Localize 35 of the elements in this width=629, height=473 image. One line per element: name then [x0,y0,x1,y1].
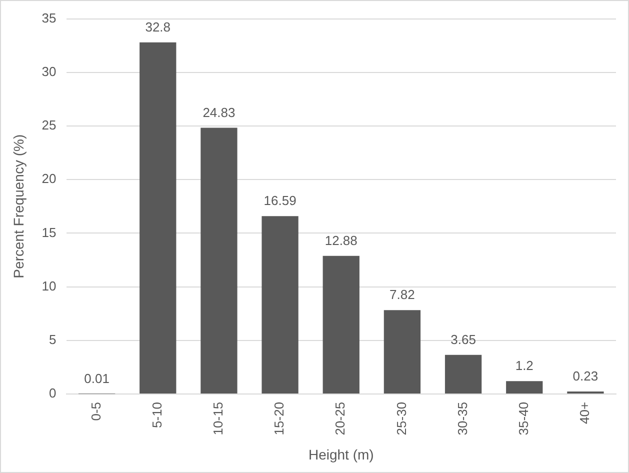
data-label: 32.8 [145,19,171,34]
data-label: 16.59 [264,193,296,208]
y-tick-label: 35 [42,10,56,26]
bar [384,310,421,394]
bar [140,42,176,394]
y-tick-label: 25 [42,118,56,133]
x-tick-label: 15-20 [272,402,287,436]
y-tick-label: 10 [42,278,56,294]
bar [262,216,298,394]
x-tick-label: 10-15 [210,402,226,436]
x-tick-label: 35-40 [516,402,531,436]
data-label: 24.83 [202,104,236,120]
data-label: 12.88 [324,232,358,248]
x-tick-label: 30-35 [454,402,470,436]
x-tick-label: 40+ [577,402,592,424]
bar [444,354,482,394]
y-tick-label: 20 [42,171,56,186]
data-label: 3.65 [450,332,476,347]
y-tick-label: 15 [42,224,56,240]
bar [506,381,543,394]
x-tick-label: 20-25 [332,402,348,436]
data-label: 0.01 [84,370,110,386]
y-axis-title: Percent Frequency (%) [10,134,26,278]
data-label: 0.23 [572,368,598,384]
bar [322,256,360,394]
y-tick-label: 5 [49,332,56,347]
data-label: 7.82 [390,287,415,302]
x-axis-title: Height (m) [308,446,374,462]
bar [200,128,238,394]
x-tick-label: 0-5 [88,402,104,421]
y-tick-label: 0 [49,386,56,401]
y-tick-label: 30 [42,64,56,79]
x-tick-label: 5-10 [149,402,164,428]
data-label: 1.2 [515,358,534,374]
x-tick-label: 25-30 [394,402,409,436]
